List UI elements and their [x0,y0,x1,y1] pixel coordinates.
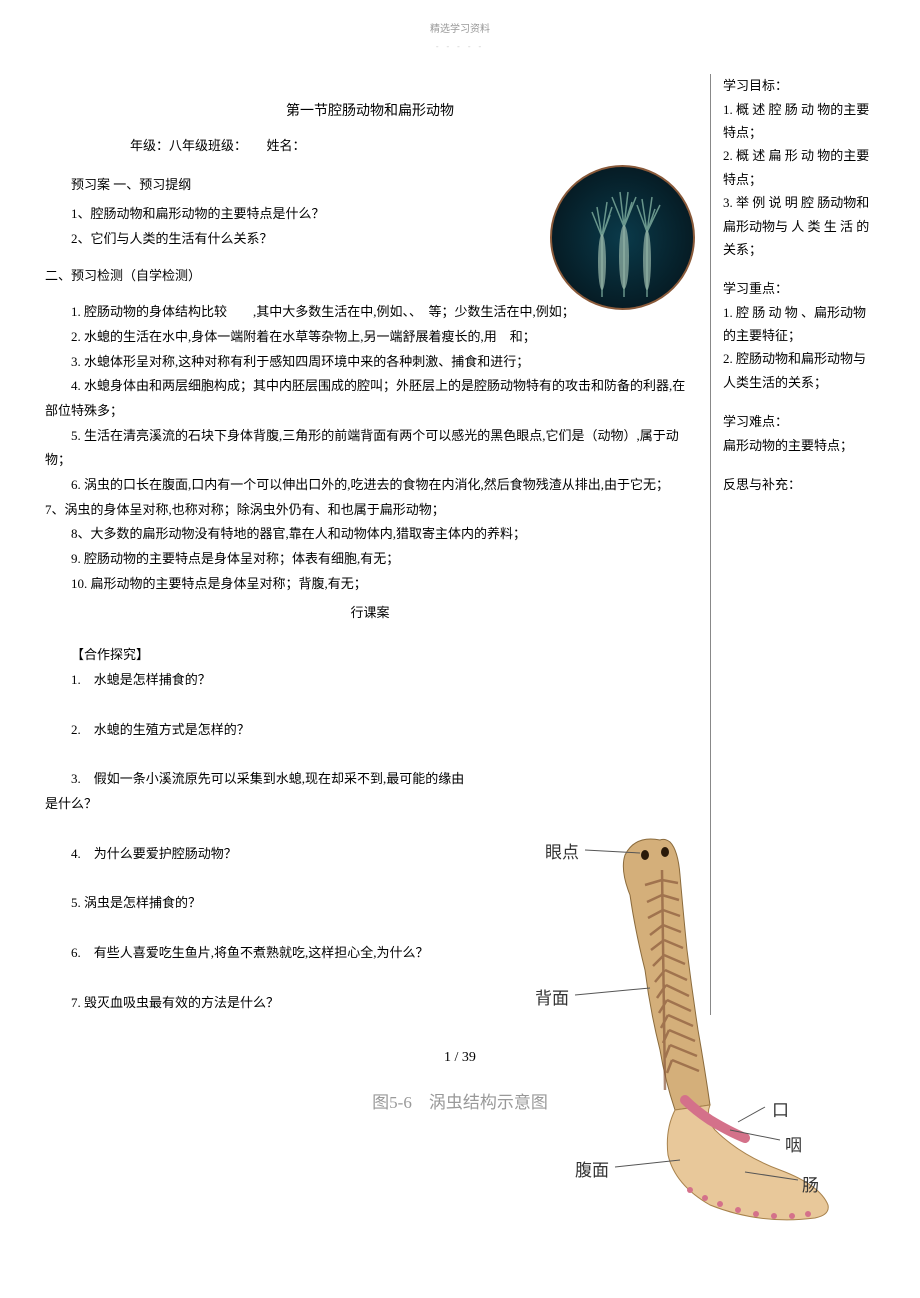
selftest-item-3: 3. 水螅体形呈对称,这种对称有利于感知四周环境中来的各种刺激、捕食和进行； [45,350,695,375]
selftest-item-9: 9. 腔肠动物的主要特点是身体呈对称；体表有细胞,有无； [45,547,695,572]
diff-heading: 学习难点： [723,410,875,433]
lesson-heading: 行课案 [45,601,695,626]
planaria-diagram: 眼点 背面 口 咽 腹面 肠 [480,810,850,1240]
selftest-item-7: 7、涡虫的身体呈对称,也称对称；除涡虫外仍有、和也属于扁形动物； [45,498,695,523]
goals-heading: 学习目标： [723,74,875,97]
lesson-q1: 1. 水螅是怎样捕食的？ [45,668,695,693]
coop-heading: 【合作探究】 [45,643,695,668]
lesson-q3: 3. 假如一条小溪流原先可以采集到水螅,现在却采不到,最可能的缘由是什么？ [45,767,475,816]
label-dorsal: 背面 [535,983,569,1015]
selftest-item-5: 5. 生活在清亮溪流的石块下身体背腹,三角形的前端背面有两个可以感光的黑色眼点,… [45,424,695,473]
lesson-subtitle: 年级：八年级班级： 姓名： [130,134,695,159]
goal-3: 3. 举 例 说 明 腔 肠动物和扁形动物与 人 类 生 活 的 关系； [723,191,875,261]
selftest-item-10: 10. 扁形动物的主要特点是身体呈对称；背腹,有无； [45,572,695,597]
goal-2: 2. 概 述 扁 形 动 物的主要特点； [723,144,875,191]
header-dots: - - - - - [0,39,920,54]
diff-text: 扁形动物的主要特点； [723,434,875,457]
goal-1: 1. 概 述 腔 肠 动 物的主要特点； [723,98,875,145]
lesson-q2: 2. 水螅的生殖方式是怎样的？ [45,718,695,743]
selftest-item-2: 2. 水螅的生活在水中,身体一端附着在水草等杂物上,另一端舒展着瘦长的,用 和； [45,325,695,350]
label-ventral: 腹面 [575,1155,609,1187]
label-pharynx: 咽 [785,1130,802,1162]
reflect-heading: 反思与补充： [723,473,875,496]
selftest-item-4: 4. 水螅身体由和两层细胞构成；其中内胚层围成的腔叫；外胚层上的是腔肠动物特有的… [45,374,695,423]
selftest-item-6: 6. 涡虫的口长在腹面,口内有一个可以伸出口外的,吃进去的食物在内消化,然后食物… [45,473,695,498]
hydra-image [550,165,700,315]
lesson-title: 第一节腔肠动物和扁形动物 [45,99,695,126]
focus-heading: 学习重点： [723,277,875,300]
focus-1: 1. 腔 肠 动 物 、扁形动物的主要特征； [723,301,875,348]
focus-2: 2. 腔肠动物和扁形动物与人类生活的关系； [723,347,875,394]
selftest-item-8: 8、大多数的扁形动物没有特地的器官,靠在人和动物体内,猎取寄主体内的养料； [45,522,695,547]
label-intestine: 肠 [802,1170,819,1202]
header-note: 精选学习资料 [0,0,920,39]
label-eyespot: 眼点 [545,837,579,869]
label-mouth: 口 [772,1095,789,1127]
